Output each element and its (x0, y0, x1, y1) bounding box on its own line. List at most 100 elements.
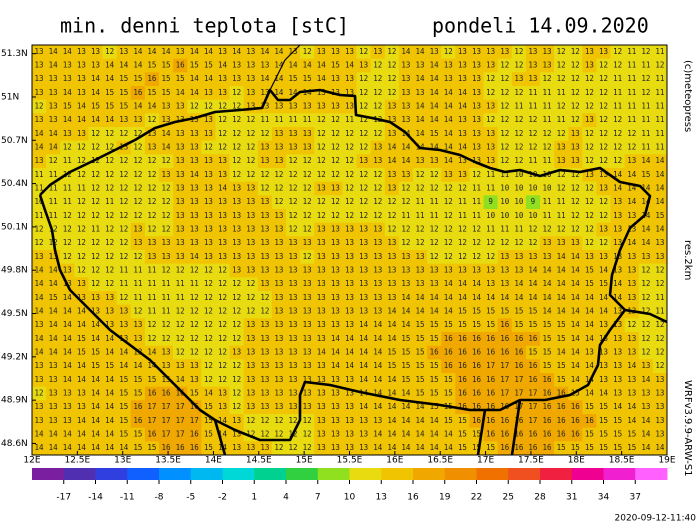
cell (441, 263, 456, 278)
cell-value: 12 (599, 197, 608, 206)
cell (497, 222, 513, 237)
cell-value: 13 (655, 416, 664, 425)
cell-value: 13 (246, 348, 255, 357)
cell (427, 195, 442, 210)
cell-value: 13 (289, 402, 298, 411)
cell-value: 12 (373, 102, 382, 111)
cell-value: 13 (458, 61, 467, 70)
cell (144, 277, 160, 292)
cell (257, 181, 273, 196)
cell-value: 14 (571, 252, 581, 261)
colorbar-segment (603, 468, 636, 480)
cell-value: 16 (147, 389, 157, 398)
cell-value: 12 (472, 225, 481, 234)
cell-value: 12 (359, 143, 368, 152)
cell-value: 14 (416, 443, 426, 452)
cell-value: 12 (655, 334, 664, 343)
cell (300, 58, 315, 73)
cell-value: 13 (133, 334, 142, 343)
cell-value: 12 (373, 170, 382, 179)
cell-value: 13 (486, 266, 495, 275)
cell (215, 181, 230, 196)
cell (257, 250, 273, 264)
cell-value: 12 (105, 279, 114, 288)
cell (257, 236, 273, 251)
cell-value: 12 (218, 293, 227, 302)
cell-value: 14 (147, 47, 157, 56)
cell-value: 16 (444, 361, 454, 370)
cell-value: 12 (91, 211, 100, 220)
cell-value: 15 (176, 74, 185, 83)
cell-value: 15 (387, 348, 396, 357)
cell-value: 12 (514, 129, 523, 138)
cell (342, 236, 357, 251)
cell-value: 11 (543, 211, 552, 220)
cell (455, 58, 470, 73)
cell-value: 12 (500, 115, 509, 124)
cell (356, 277, 371, 292)
cell (596, 222, 611, 237)
cell (568, 113, 583, 128)
cell-value: 13 (289, 375, 298, 384)
cell (46, 154, 61, 169)
cell-value: 13 (303, 334, 312, 343)
cell (497, 195, 513, 210)
cell-value: 13 (176, 143, 185, 152)
cell-value: 12 (35, 238, 44, 247)
cell (441, 250, 456, 264)
cell-value: 12 (176, 334, 185, 343)
cell-value: 13 (77, 88, 86, 97)
cell-value: 13 (176, 184, 185, 193)
cell (144, 168, 160, 182)
cell-value: 13 (260, 320, 269, 329)
cell (427, 250, 442, 264)
cell-value: 15 (91, 361, 100, 370)
cell-value: 14 (49, 143, 59, 152)
cell-value: 14 (627, 402, 637, 411)
cell-value: 12 (289, 197, 298, 206)
cell-value: 12 (218, 361, 227, 370)
cell (74, 195, 89, 210)
cell (257, 263, 273, 278)
cell (314, 222, 329, 237)
cell (328, 99, 343, 114)
cell-value: 11 (35, 211, 44, 220)
cell-value: 13 (416, 88, 425, 97)
cell-value: 15 (585, 430, 594, 439)
cell-value: 11 (133, 279, 142, 288)
cell-value: 14 (557, 293, 567, 302)
cell (257, 58, 273, 73)
cell-value: 13 (500, 266, 509, 275)
cell-value: 14 (373, 320, 383, 329)
cell-value: 12 (274, 416, 283, 425)
cell-value: 12 (63, 238, 72, 247)
cell-value: 12 (119, 238, 128, 247)
cell (398, 195, 414, 210)
cell (201, 72, 216, 87)
cell-value: 13 (303, 320, 312, 329)
cell (525, 154, 541, 169)
cell (398, 86, 414, 100)
cell (582, 127, 597, 141)
cell (568, 99, 583, 114)
cell (483, 195, 498, 210)
cell (173, 58, 188, 73)
cell-value: 14 (303, 61, 313, 70)
cell-value: 12 (218, 334, 227, 343)
cell-value: 13 (373, 307, 382, 316)
cell-value: 13 (246, 334, 255, 343)
cell (314, 195, 329, 210)
cell-value: 12 (557, 225, 566, 234)
cell (384, 277, 400, 292)
cell-value: 13 (486, 102, 495, 111)
cell (596, 209, 611, 223)
cell-value: 15 (133, 443, 142, 452)
cell-value: 15 (641, 170, 650, 179)
cell-value: 13 (35, 47, 44, 56)
cell (497, 236, 513, 251)
cell-value: 12 (543, 74, 552, 83)
cell-value: 14 (571, 320, 581, 329)
x-tick-label: 13.5E (155, 456, 181, 466)
cell-value: 13 (613, 197, 622, 206)
cell-value: 13 (91, 47, 100, 56)
